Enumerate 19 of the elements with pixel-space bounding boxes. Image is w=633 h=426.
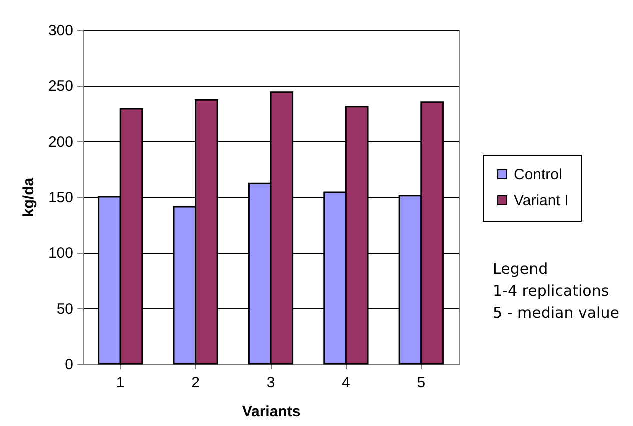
x-tick-label: 3: [266, 374, 276, 392]
y-tick-label: 50: [56, 300, 74, 318]
y-tick-label: 150: [48, 190, 74, 206]
x-axis-title: Variants: [242, 404, 301, 420]
legend-label: Control: [514, 166, 562, 184]
x-tick-label: 2: [192, 374, 200, 392]
y-tick-label: 300: [48, 22, 74, 40]
y-axis-title: kg/da: [20, 177, 38, 218]
x-tick-label: 5: [417, 374, 426, 392]
y-tick-label: 100: [48, 245, 74, 262]
legend-label: Variant I: [514, 192, 569, 210]
text: 5 - median value: [493, 303, 620, 324]
y-tick-label: 250: [48, 78, 74, 96]
text: Legend: [493, 259, 550, 280]
y-tick-label: 200: [48, 134, 74, 151]
x-tick-label: 4: [342, 374, 350, 392]
x-tick-label: 1: [116, 374, 125, 392]
y-tick-label: 0: [65, 356, 74, 374]
text: 1-4 replications: [493, 281, 610, 302]
